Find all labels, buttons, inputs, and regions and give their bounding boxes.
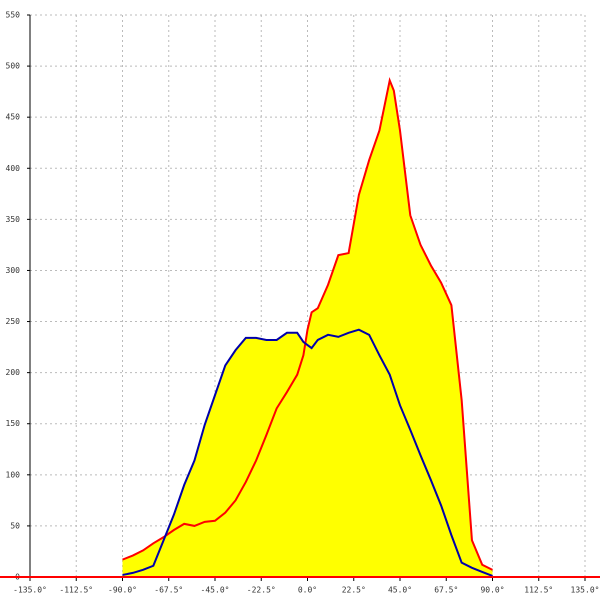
x-tick-label: -67.5° xyxy=(154,586,183,595)
y-tick-label: 400 xyxy=(6,164,21,173)
y-tick-label: 50 xyxy=(10,521,20,530)
y-tick-label: 550 xyxy=(6,11,21,20)
y-tick-label: 100 xyxy=(6,470,21,479)
area-fill xyxy=(122,329,493,577)
x-tick-label: 112.5° xyxy=(524,586,553,595)
x-tick-label: -22.5° xyxy=(247,586,276,595)
series-line xyxy=(122,328,493,577)
x-tick-label: 67.5° xyxy=(434,586,458,595)
x-tick-label: 0.0° xyxy=(298,586,317,595)
x-tick-label: 135.0° xyxy=(571,586,600,595)
x-tick-label: 22.5° xyxy=(342,586,366,595)
x-tick-label: -45.0° xyxy=(201,586,230,595)
x-tick-label: -90.0° xyxy=(108,586,137,595)
y-tick-label: 500 xyxy=(6,62,21,71)
y-tick-label: 200 xyxy=(6,368,21,377)
x-tick-label: -135.0° xyxy=(13,586,47,595)
y-tick-label: 350 xyxy=(6,215,21,224)
y-tick-label: 300 xyxy=(6,266,21,275)
series-line xyxy=(122,76,493,571)
y-tick-label: 150 xyxy=(6,419,21,428)
x-tick-label: 90.0° xyxy=(480,586,504,595)
x-tick-label: 45.0° xyxy=(388,586,412,595)
y-tick-label: 450 xyxy=(6,113,21,122)
y-tick-label: 250 xyxy=(6,317,21,326)
x-tick-label: -112.5° xyxy=(59,586,93,595)
